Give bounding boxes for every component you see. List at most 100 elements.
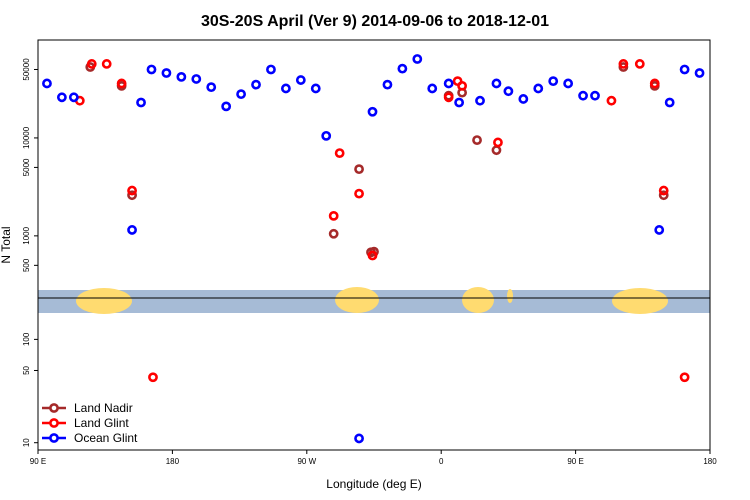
data-point	[694, 68, 705, 78]
landmass-australia-repeat	[612, 288, 668, 314]
data-point	[206, 82, 217, 93]
data-point	[127, 190, 137, 201]
legend-label: Ocean Glint	[74, 431, 138, 445]
data-point	[295, 75, 306, 85]
data-point	[136, 97, 146, 108]
data-point	[334, 148, 345, 158]
data-point	[664, 97, 675, 108]
data-point	[161, 68, 172, 78]
series-ocean-glint	[42, 54, 705, 444]
data-point	[679, 64, 690, 75]
data-point	[493, 137, 503, 148]
data-point	[412, 54, 423, 64]
data-point	[679, 372, 690, 383]
data-point	[472, 135, 482, 146]
data-point	[606, 95, 617, 106]
y-tick-label: 10000	[22, 126, 31, 149]
data-point	[548, 76, 559, 87]
data-point	[654, 225, 665, 235]
legend-marker	[49, 433, 59, 443]
data-point	[354, 164, 364, 175]
y-tick-label: 50	[22, 365, 31, 374]
x-axis-label: Longitude (deg E)	[326, 477, 421, 491]
x-tick-label: 90 E	[30, 457, 46, 466]
data-point	[148, 372, 158, 383]
data-point	[367, 250, 378, 261]
data-point	[491, 78, 502, 89]
legend-label: Land Nadir	[74, 401, 133, 415]
data-point	[354, 188, 364, 199]
data-point	[266, 64, 276, 75]
x-tick-label: 180	[703, 457, 717, 466]
y-axis: 500 1000 5000 10000 50000 10 50 100	[22, 58, 38, 447]
data-point	[321, 130, 332, 141]
data-points	[42, 54, 705, 444]
data-point	[475, 95, 485, 106]
data-point	[427, 83, 438, 94]
data-point	[127, 185, 137, 196]
data-point	[578, 90, 588, 101]
data-point	[563, 78, 574, 89]
data-point	[533, 83, 544, 94]
data-point	[443, 78, 454, 89]
data-point	[518, 94, 529, 104]
landmass-madagascar	[507, 289, 513, 303]
data-point	[634, 59, 645, 69]
x-tick-label: 90 E	[567, 457, 583, 466]
data-point	[146, 64, 157, 75]
data-point	[503, 86, 514, 97]
data-point	[101, 59, 112, 69]
data-point	[191, 74, 202, 84]
background-map	[38, 287, 710, 314]
y-tick-label: 50000	[22, 58, 31, 81]
data-point	[42, 78, 52, 89]
data-point	[443, 92, 454, 103]
data-point	[382, 79, 393, 90]
landmass-africa	[462, 287, 494, 313]
data-point	[454, 97, 465, 108]
landmass-australia	[76, 288, 132, 314]
data-point	[658, 190, 669, 201]
landmass-south-america	[335, 287, 379, 313]
data-point	[251, 79, 261, 90]
data-point	[491, 145, 502, 156]
data-point	[457, 80, 468, 91]
data-point	[86, 59, 97, 69]
x-tick-label: 0	[439, 457, 444, 466]
data-point	[397, 63, 408, 74]
data-point	[116, 78, 127, 89]
data-point	[221, 101, 232, 112]
y-axis-label: N Total	[0, 226, 13, 263]
x-tick-label: 180	[166, 457, 180, 466]
data-point	[310, 83, 321, 94]
data-point	[236, 89, 246, 100]
data-point	[658, 185, 669, 196]
data-point	[68, 92, 79, 103]
x-tick-label: 90 W	[297, 457, 316, 466]
data-point	[618, 59, 629, 69]
data-point	[328, 210, 339, 221]
data-point	[56, 92, 67, 103]
data-point	[280, 83, 291, 94]
data-point	[328, 228, 339, 239]
y-tick-label: 5000	[22, 158, 31, 176]
data-point	[649, 78, 660, 89]
data-point	[354, 433, 364, 444]
data-point	[590, 90, 600, 101]
plot-frame	[37, 39, 711, 451]
y-tick-label: 500	[22, 258, 31, 272]
legend-marker	[49, 403, 59, 413]
chart-title: 30S-20S April (Ver 9) 2014-09-06 to 2018…	[201, 13, 549, 30]
y-tick-label: 100	[22, 332, 31, 346]
x-axis: 90 E 180 90 W 0 90 E 180	[30, 450, 717, 466]
legend-label: Land Glint	[74, 416, 129, 430]
data-point	[176, 71, 187, 82]
y-tick-label: 10	[22, 438, 31, 447]
legend-marker	[49, 418, 59, 428]
series-land-glint	[74, 59, 690, 383]
y-tick-label: 1000	[22, 226, 31, 244]
data-point	[127, 225, 137, 235]
data-point	[367, 106, 378, 117]
